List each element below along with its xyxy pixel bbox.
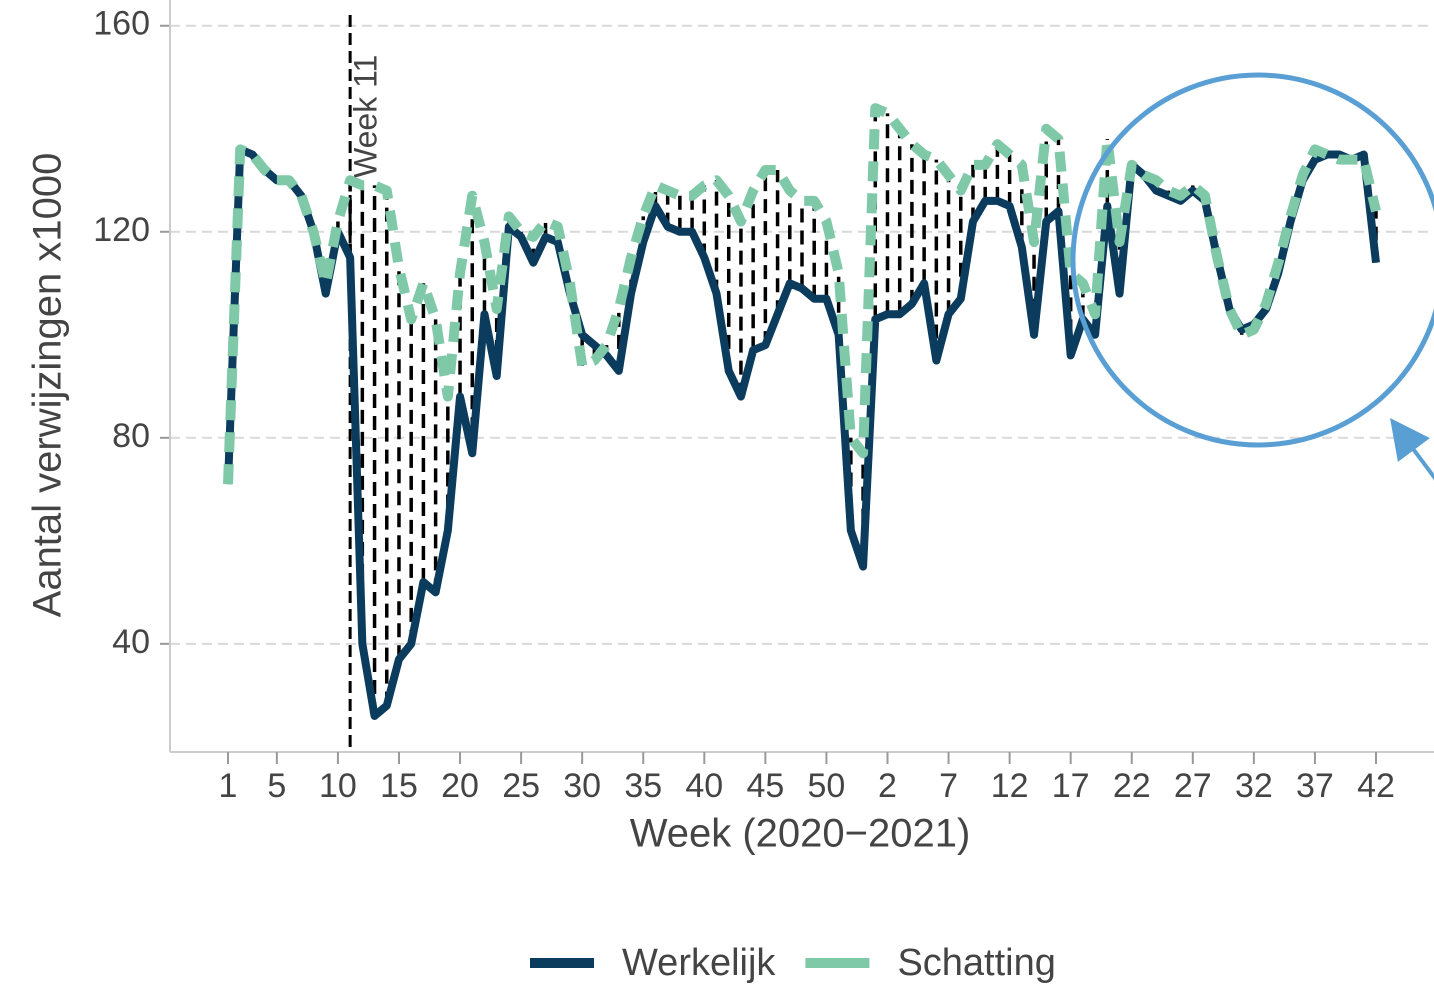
x-tick-label: 50 bbox=[808, 767, 846, 805]
x-tick-label: 10 bbox=[319, 767, 357, 805]
x-tick-label: 20 bbox=[441, 767, 479, 805]
x-tick-label: 1 bbox=[219, 767, 238, 805]
y-tick-label: 120 bbox=[93, 211, 150, 249]
highlight-circle bbox=[1070, 72, 1434, 448]
x-tick-label: 15 bbox=[380, 767, 418, 805]
x-tick-label: 40 bbox=[685, 767, 723, 805]
x-tick-label: 5 bbox=[267, 767, 286, 805]
x-tick-label: 30 bbox=[563, 767, 601, 805]
x-axis-title: Week (2020−2021) bbox=[630, 812, 971, 856]
x-tick-label: 35 bbox=[624, 767, 662, 805]
x-tick-label: 2 bbox=[878, 767, 897, 805]
x-tick-label: 7 bbox=[939, 767, 958, 805]
x-tick-label: 37 bbox=[1296, 767, 1334, 805]
x-tick-label: 22 bbox=[1113, 767, 1151, 805]
x-tick-label: 25 bbox=[502, 767, 540, 805]
y-tick-label: 80 bbox=[112, 417, 150, 455]
y-tick-label: 160 bbox=[93, 5, 150, 43]
y-axis-title: Aantal verwijzingen x1000 bbox=[26, 153, 70, 618]
x-tick-label: 12 bbox=[991, 767, 1029, 805]
reference-label: Week 11 bbox=[348, 55, 384, 178]
x-tick-label: 42 bbox=[1357, 767, 1395, 805]
series-line bbox=[223, 103, 1381, 485]
y-tick-label: 40 bbox=[112, 623, 150, 661]
x-tick-label: 17 bbox=[1052, 767, 1090, 805]
legend-label: Schatting bbox=[897, 942, 1055, 984]
x-tick-label: 32 bbox=[1235, 767, 1273, 805]
arrow bbox=[1390, 417, 1434, 481]
legend-label: Werkelijk bbox=[622, 942, 776, 984]
x-tick-label: 45 bbox=[746, 767, 784, 805]
x-tick-label: 27 bbox=[1174, 767, 1212, 805]
